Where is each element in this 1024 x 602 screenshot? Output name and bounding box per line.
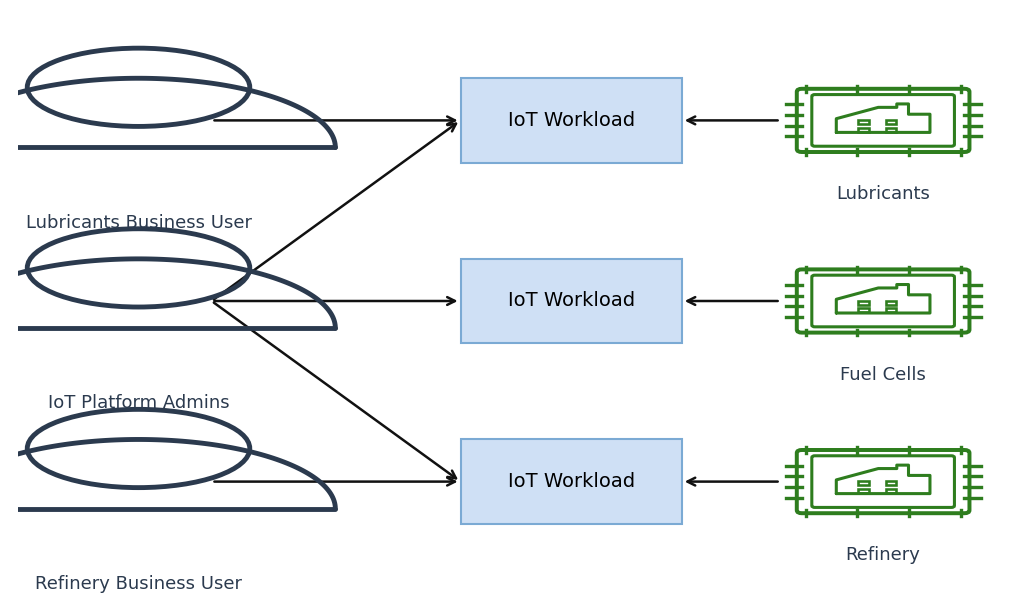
Bar (886, 481, 896, 485)
Bar (886, 120, 896, 124)
Text: Lubricants: Lubricants (837, 185, 930, 203)
FancyBboxPatch shape (461, 439, 682, 524)
Text: IoT Workload: IoT Workload (508, 111, 635, 130)
Bar (886, 308, 896, 312)
Bar (858, 489, 869, 493)
Text: Fuel Cells: Fuel Cells (840, 365, 926, 383)
Text: Lubricants Business User: Lubricants Business User (26, 214, 252, 232)
Bar (886, 128, 896, 132)
Bar (886, 300, 896, 305)
Text: Refinery Business User: Refinery Business User (35, 575, 242, 593)
Bar (886, 489, 896, 493)
Text: IoT Platform Admins: IoT Platform Admins (48, 394, 229, 412)
Bar (858, 128, 869, 132)
Text: Refinery: Refinery (846, 547, 921, 564)
FancyBboxPatch shape (461, 78, 682, 163)
Text: IoT Workload: IoT Workload (508, 291, 635, 311)
Bar (858, 481, 869, 485)
Bar (858, 120, 869, 124)
Bar (858, 300, 869, 305)
FancyBboxPatch shape (461, 259, 682, 343)
Bar (858, 308, 869, 312)
Text: IoT Workload: IoT Workload (508, 472, 635, 491)
